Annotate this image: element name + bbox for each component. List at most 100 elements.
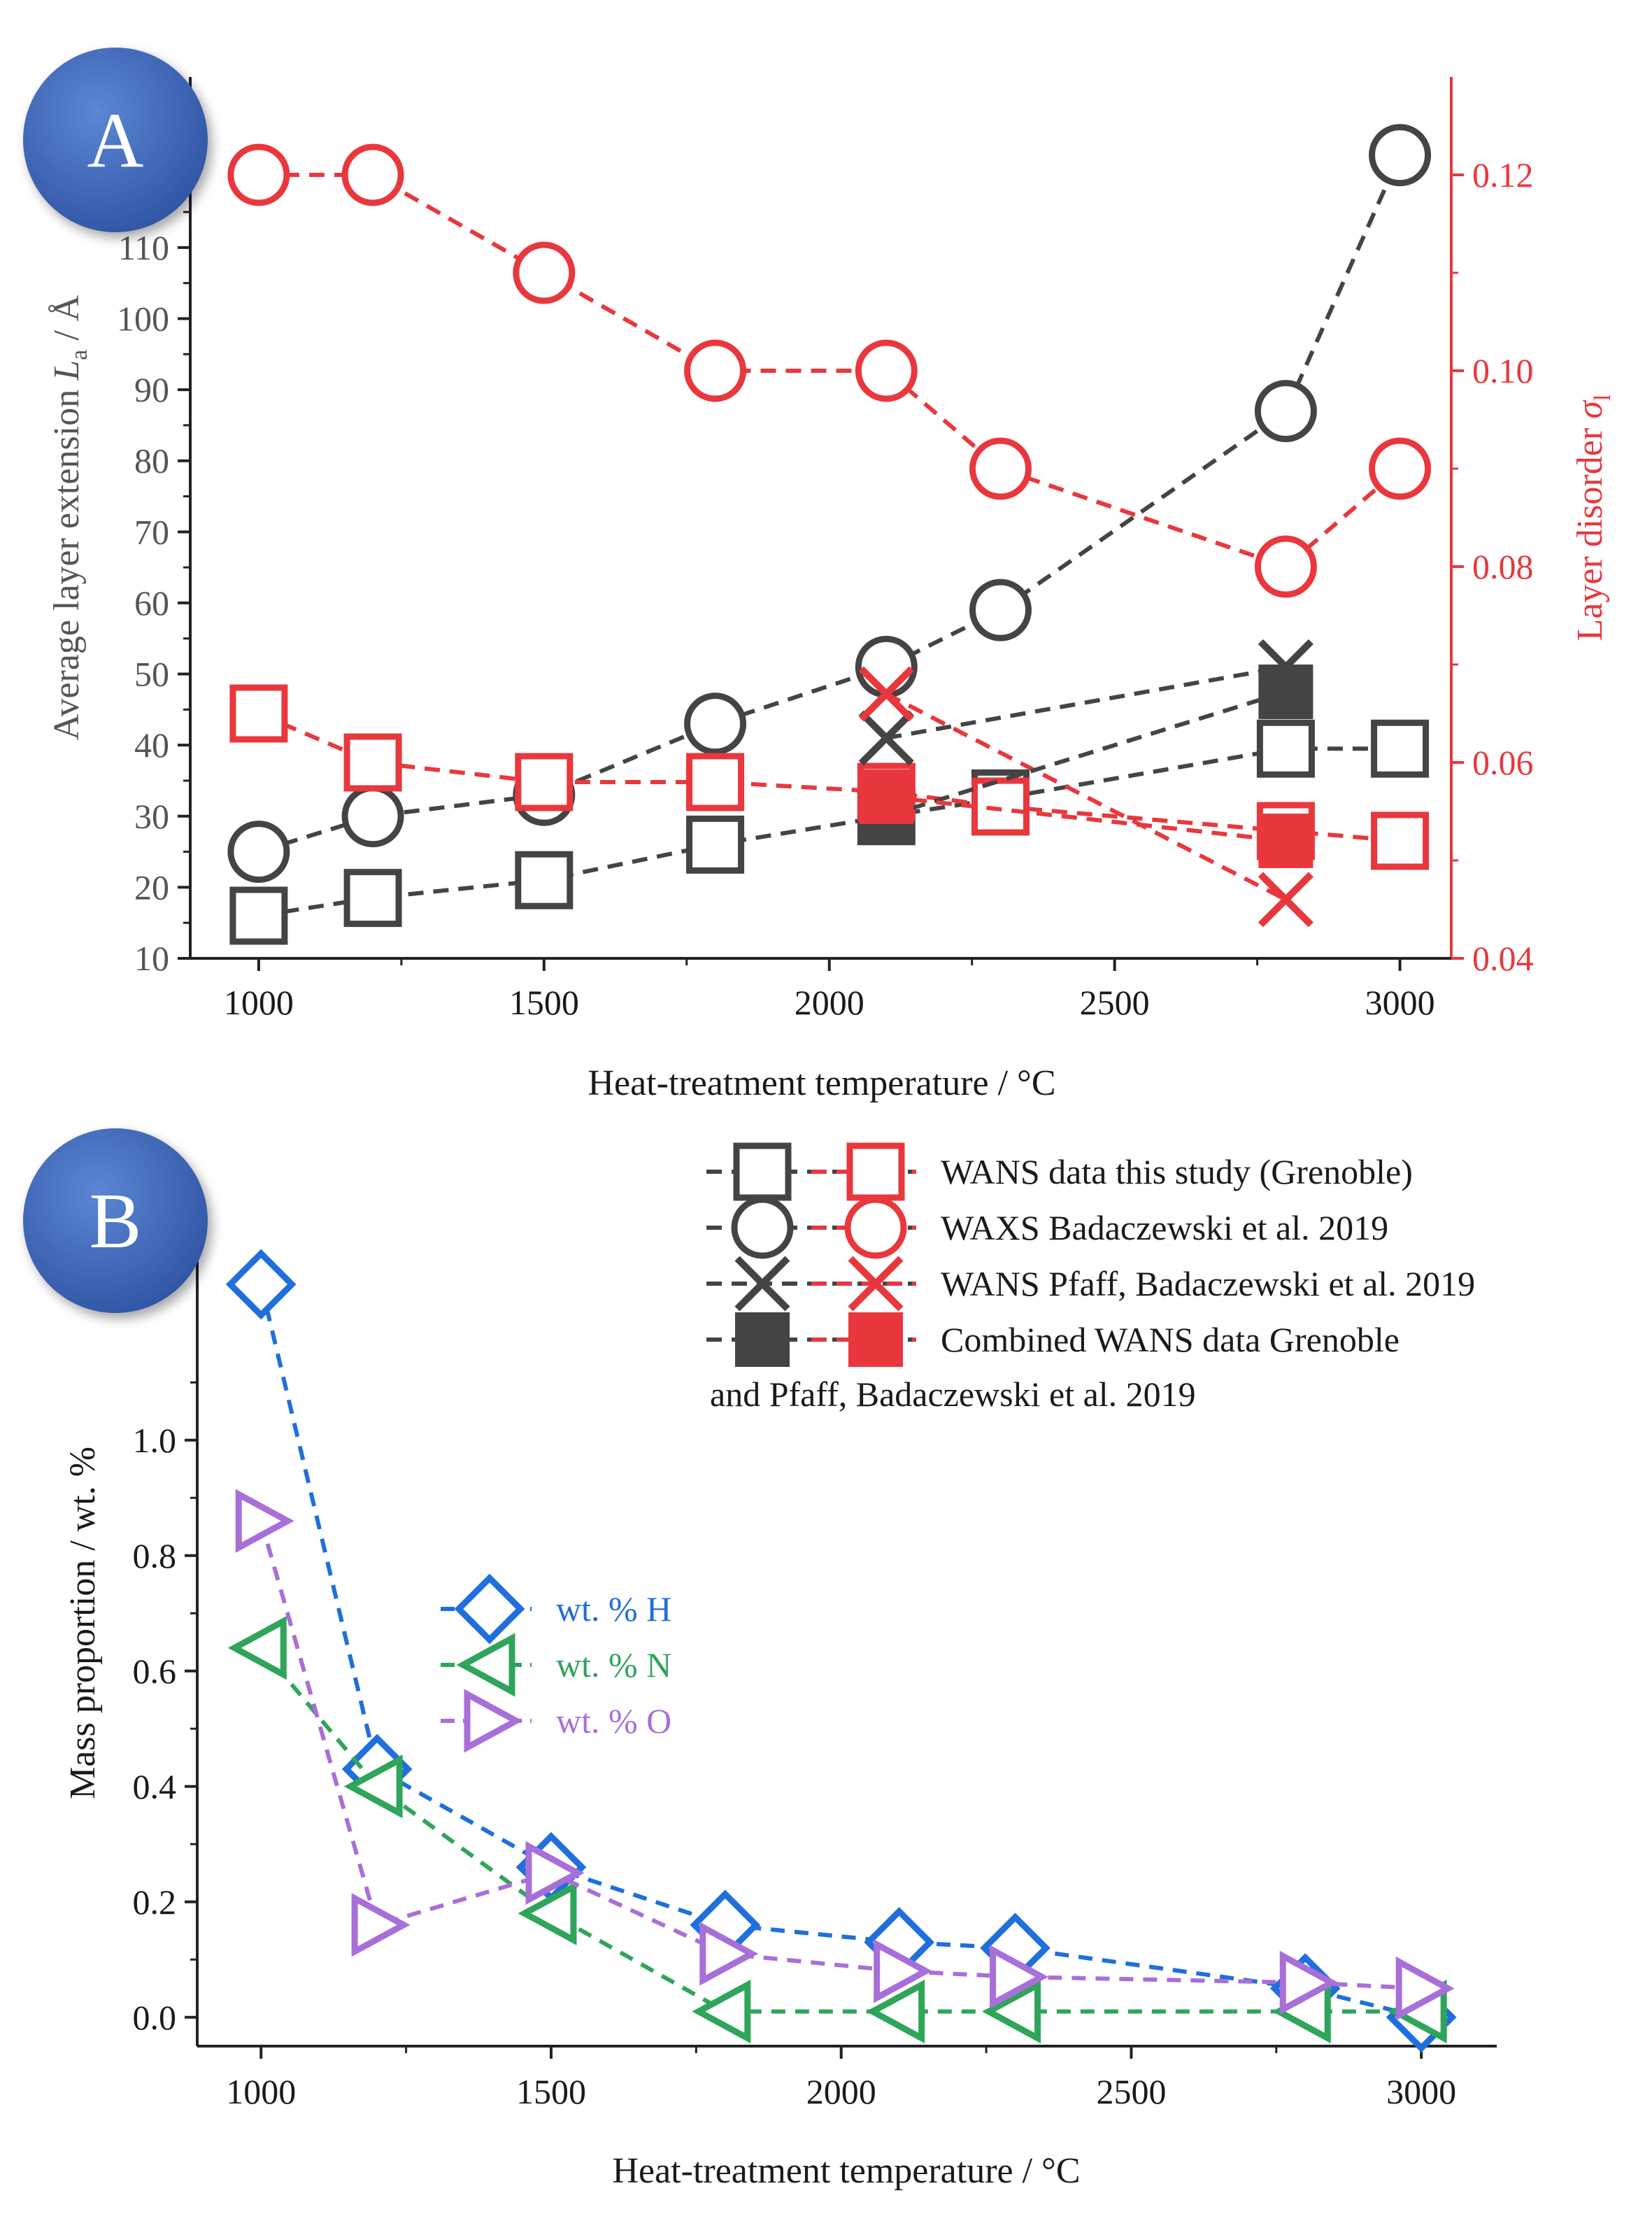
panel-a-series-l-combined-wans-data [859, 769, 1313, 868]
panel-b-data-point [235, 1489, 294, 1553]
panel-b-legend-label: wt. % N [556, 1645, 671, 1684]
panel-a-y-left-tick-label: 20 [134, 867, 169, 907]
panel-a-y-left-tick-label: 70 [134, 512, 169, 551]
main-legend-continuation: and Pfaff, Badaczewski et al. 2019 [710, 1375, 1196, 1414]
panel-a-badge: A [23, 48, 208, 232]
panel-a-data-point [229, 684, 288, 743]
panel-b-data-point [227, 1616, 287, 1680]
panel-a-data-point [1254, 535, 1317, 598]
panel-a-y-right-tick-label: 0.06 [1472, 743, 1534, 782]
panel-b-y-tick-label: 0.0 [133, 1998, 177, 2037]
main-legend-item: Combined WANS data Grenoble [706, 1312, 1400, 1367]
panel-b-badge-label: B [90, 1178, 142, 1265]
panel-a-series [227, 124, 1432, 945]
panel-b-data-point [1279, 1950, 1339, 2015]
panel-b-data-point [225, 1249, 297, 1320]
panel-a-data-point [1258, 814, 1313, 868]
panel-b-y-tick-label: 0.2 [133, 1882, 177, 1922]
panel-a-data-point [858, 666, 914, 722]
panel-a-y-left-tick-label: 10 [134, 939, 169, 978]
panel-b-x-tick-label: 2500 [1096, 2072, 1166, 2111]
panel-a-x-tick-label: 3000 [1365, 983, 1435, 1022]
panel-a-data-point [855, 339, 918, 402]
panel-a-data-point [969, 437, 1032, 500]
panel-a-y-left-tick-label: 60 [134, 583, 169, 623]
panel-b-legend-item: wt. % N [441, 1633, 671, 1697]
panel-a-data-point [686, 815, 745, 874]
panel-b-series-line [259, 1646, 1422, 2014]
panel-b-data-point [982, 1979, 1041, 2044]
panel-b-legend-marker [456, 1633, 515, 1697]
panel-a-data-point [1256, 719, 1315, 778]
panel-a-y-left-tick-label: 110 [118, 228, 169, 267]
panel-b-badge: B [23, 1128, 208, 1313]
panel-a-x-axis-title: Heat-treatment temperature / °C [588, 1063, 1055, 1103]
panel-a-y-left-title: Average layer extension La / Å [47, 295, 92, 740]
panel-a-y-right-title: Layer disorder σl [1570, 395, 1616, 641]
panel-b-legend-marker [454, 1573, 525, 1645]
panel-a-series-la-wans-data-this-study-grenoble [229, 719, 1430, 945]
main-legend-label: WANS Pfaff, Badaczewski et al. 2019 [941, 1264, 1475, 1303]
main-legend-marker-red [848, 1312, 903, 1367]
panel-b-data-point [692, 1979, 751, 2044]
main-legend-item: WAXS Badaczewski et al. 2019 [706, 1196, 1388, 1259]
panel-b-legend-item: wt. % O [441, 1689, 671, 1753]
main-legend-marker-red [846, 1142, 905, 1201]
panel-a-data-point [686, 753, 745, 811]
panel-a-y-left-tick-label: 80 [134, 441, 169, 481]
panel-a-data-point [515, 753, 574, 811]
panel-a-data-point [227, 143, 290, 206]
panel-a-y-left-tick-label: 40 [134, 725, 169, 765]
panel-b-y-tick-label: 0.6 [133, 1652, 177, 1691]
panel-b-data-point [990, 1945, 1048, 2009]
panel-a-data-point [858, 710, 914, 766]
panel-a-series-line [258, 173, 1402, 569]
main-legend-label: Combined WANS data Grenoble [941, 1320, 1400, 1359]
panel-a-y-left-tick-label: 50 [134, 655, 169, 694]
panel-a-series-la-wans-pfaff-badaczewski-et-al-2019 [858, 639, 1313, 766]
panel-a-series-line [885, 690, 1287, 818]
panel-b-legend-marker [464, 1689, 523, 1753]
panel-b-series-line [259, 1284, 1422, 2020]
panel-b-data-point [525, 1840, 585, 1906]
panel-b-y-tick-label: 0.8 [133, 1536, 177, 1575]
panel-a-data-point [1369, 437, 1432, 500]
panel-b-badge-circle [23, 1128, 208, 1313]
main-legend-label: WAXS Badaczewski et al. 2019 [941, 1208, 1388, 1247]
panel-a-data-point [515, 851, 574, 909]
panel-a-data-point [855, 635, 918, 698]
main-legend-marker-gray [734, 1256, 790, 1312]
panel-a-data-point [341, 143, 404, 206]
panel-a-ticks: 1000 1500 2000 2500 3000 10 20 30 40 50 60 70 80 90 10… [117, 139, 1534, 1022]
panel-b-data-point [351, 1893, 411, 1957]
panel-b-y-tick-label: 1.0 [133, 1421, 177, 1460]
panel-a-y-left-tick-label: 90 [134, 370, 169, 409]
panel-a-y-left-tick-label: 100 [117, 299, 169, 338]
panel-a-series-line [257, 711, 1400, 843]
panel-a-series-l-wans-data-this-study-grenoble [229, 684, 1430, 870]
panel-a-y-right-tick-label: 0.08 [1472, 547, 1534, 586]
main-legend-item: WANS Pfaff, Badaczewski et al. 2019 [706, 1256, 1475, 1312]
panel-a-data-point [229, 886, 288, 945]
panel-b-data-point [874, 1939, 933, 2003]
main-legend-marker-gray [735, 1312, 790, 1367]
panel-b-series-wt-n [227, 1616, 1447, 2044]
panel-a-y-right-tick-label: 0.04 [1472, 939, 1534, 978]
panel-a-badge-circle [23, 48, 208, 232]
panel-b-legend-item: wt. % H [441, 1573, 671, 1645]
panel-a-series-l-waxs-badaczewski-et-al-2019 [227, 143, 1432, 598]
panel-b-ticks: 1000 1500 2000 2500 3000 0.0 0.2 0.4 0.6 0.8 1.0 [133, 1381, 1456, 2111]
panel-a-data-point [859, 769, 914, 824]
panel-a-data-point [1258, 872, 1313, 928]
main-legend-marker-red [844, 1196, 907, 1259]
panel-a-data-point [341, 785, 404, 848]
panel-a-data-point [343, 869, 402, 928]
panel-b-series-line [259, 1520, 1422, 1991]
panel-a-data-point [684, 693, 747, 755]
panel-a-series-line [258, 154, 1402, 854]
panel-a-data-point [1258, 664, 1313, 719]
panel-a-chart: 1000 1500 2000 2500 3000 10 20 30 40 50 60 70 80 90 10… [23, 48, 1616, 1103]
panel-a-data-point [969, 579, 1032, 641]
panel-a-data-point [684, 339, 747, 402]
